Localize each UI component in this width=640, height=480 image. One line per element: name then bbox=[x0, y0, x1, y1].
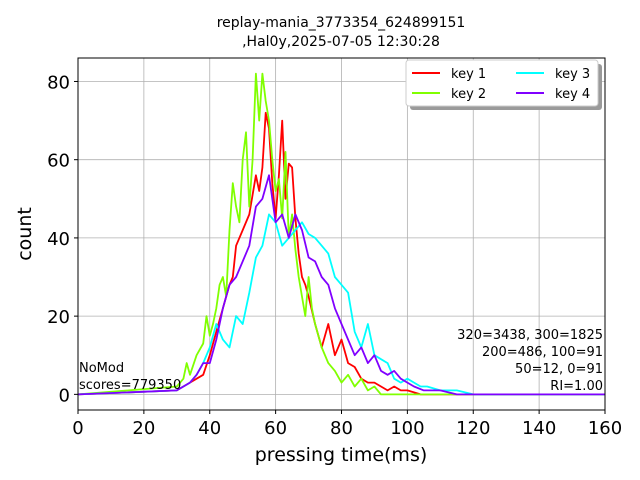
legend: key 1 key 2 key 3 key 4 bbox=[405, 59, 602, 110]
y-tick-label: 40 bbox=[47, 229, 70, 250]
x-axis-label: pressing time(ms) bbox=[255, 444, 428, 466]
annotation-left: scores=779350 bbox=[79, 378, 181, 393]
y-tick-label: 20 bbox=[47, 307, 70, 328]
y-tick-label: 60 bbox=[47, 151, 70, 172]
ticks: 0 20 40 60 80 100 120 140 160 0 20 40 60 80 bbox=[47, 72, 622, 439]
series-line-key-3 bbox=[78, 213, 605, 396]
x-tick-label: 0 bbox=[72, 418, 83, 439]
annotation-left: NoMod bbox=[79, 361, 124, 376]
x-tick-label: 20 bbox=[132, 418, 155, 439]
plot-area bbox=[78, 72, 605, 396]
annotation-right: RI=1.00 bbox=[550, 379, 603, 394]
x-tick-label: 60 bbox=[264, 418, 287, 439]
legend-label: key 4 bbox=[555, 87, 590, 102]
annotations-right: 320=3438, 300=1825 200=486, 100=91 50=12, … bbox=[457, 328, 603, 394]
legend-box bbox=[405, 59, 599, 107]
annotation-right: 50=12, 0=91 bbox=[515, 362, 603, 377]
x-tick-label: 160 bbox=[588, 418, 622, 439]
legend-label: key 2 bbox=[451, 87, 486, 102]
x-tick-label: 140 bbox=[522, 418, 556, 439]
x-tick-label: 80 bbox=[330, 418, 353, 439]
legend-label: key 3 bbox=[555, 67, 590, 82]
annotations-left: NoMod scores=779350 bbox=[79, 361, 181, 393]
chart-title-line-2: ,Hal0y,2025-07-05 12:30:28 bbox=[242, 34, 440, 50]
y-tick-label: 0 bbox=[59, 385, 70, 406]
series-layer bbox=[78, 72, 605, 396]
x-tick-label: 100 bbox=[390, 418, 424, 439]
legend-label: key 1 bbox=[451, 67, 486, 82]
x-tick-label: 120 bbox=[456, 418, 490, 439]
series-line-key-2 bbox=[78, 72, 605, 396]
y-axis-label: count bbox=[14, 207, 36, 261]
chart-title-line-1: replay-mania_3773354_624899151 bbox=[217, 15, 466, 31]
x-tick-label: 40 bbox=[198, 418, 221, 439]
series-line-key-4 bbox=[78, 174, 605, 396]
annotation-right: 320=3438, 300=1825 bbox=[457, 328, 603, 343]
y-tick-label: 80 bbox=[47, 72, 70, 93]
annotation-right: 200=486, 100=91 bbox=[482, 345, 603, 360]
